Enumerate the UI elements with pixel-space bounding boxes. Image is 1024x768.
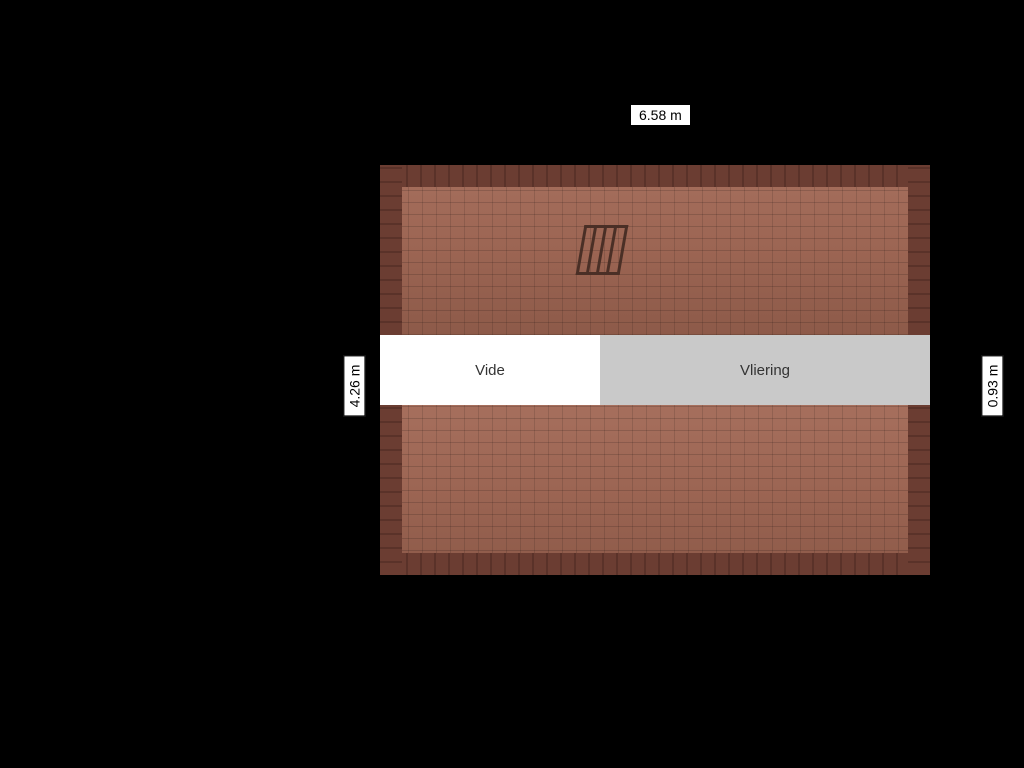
dimension-left-value: 4.26 m bbox=[346, 365, 362, 408]
room-vliering: Vliering bbox=[600, 335, 930, 405]
roof-edge-left-lower bbox=[380, 405, 402, 575]
roof-slope-top bbox=[380, 165, 930, 335]
ridge-strip: Vide Vliering bbox=[380, 335, 930, 405]
dimension-top-value: 6.58 m bbox=[639, 107, 682, 123]
roof-plan: Vide Vliering bbox=[380, 165, 930, 575]
roof-edge-right-upper bbox=[908, 165, 930, 335]
roof-edge-left-upper bbox=[380, 165, 402, 335]
roof-tiles-top bbox=[380, 165, 930, 335]
roof-edge-top bbox=[380, 165, 930, 187]
room-vide-label: Vide bbox=[475, 362, 505, 379]
room-vide: Vide bbox=[380, 335, 600, 405]
dimension-right: 0.93 m bbox=[981, 356, 1003, 417]
dimension-top: 6.58 m bbox=[630, 104, 691, 126]
roof-edge-bottom bbox=[380, 553, 930, 575]
roof-slope-bottom bbox=[380, 405, 930, 575]
dimension-left: 4.26 m bbox=[343, 356, 365, 417]
dimension-right-value: 0.93 m bbox=[984, 365, 1000, 408]
room-vliering-label: Vliering bbox=[740, 362, 790, 379]
roof-edge-right-lower bbox=[908, 405, 930, 575]
roof-tiles-bottom bbox=[380, 405, 930, 575]
skylight-icon bbox=[576, 225, 629, 275]
